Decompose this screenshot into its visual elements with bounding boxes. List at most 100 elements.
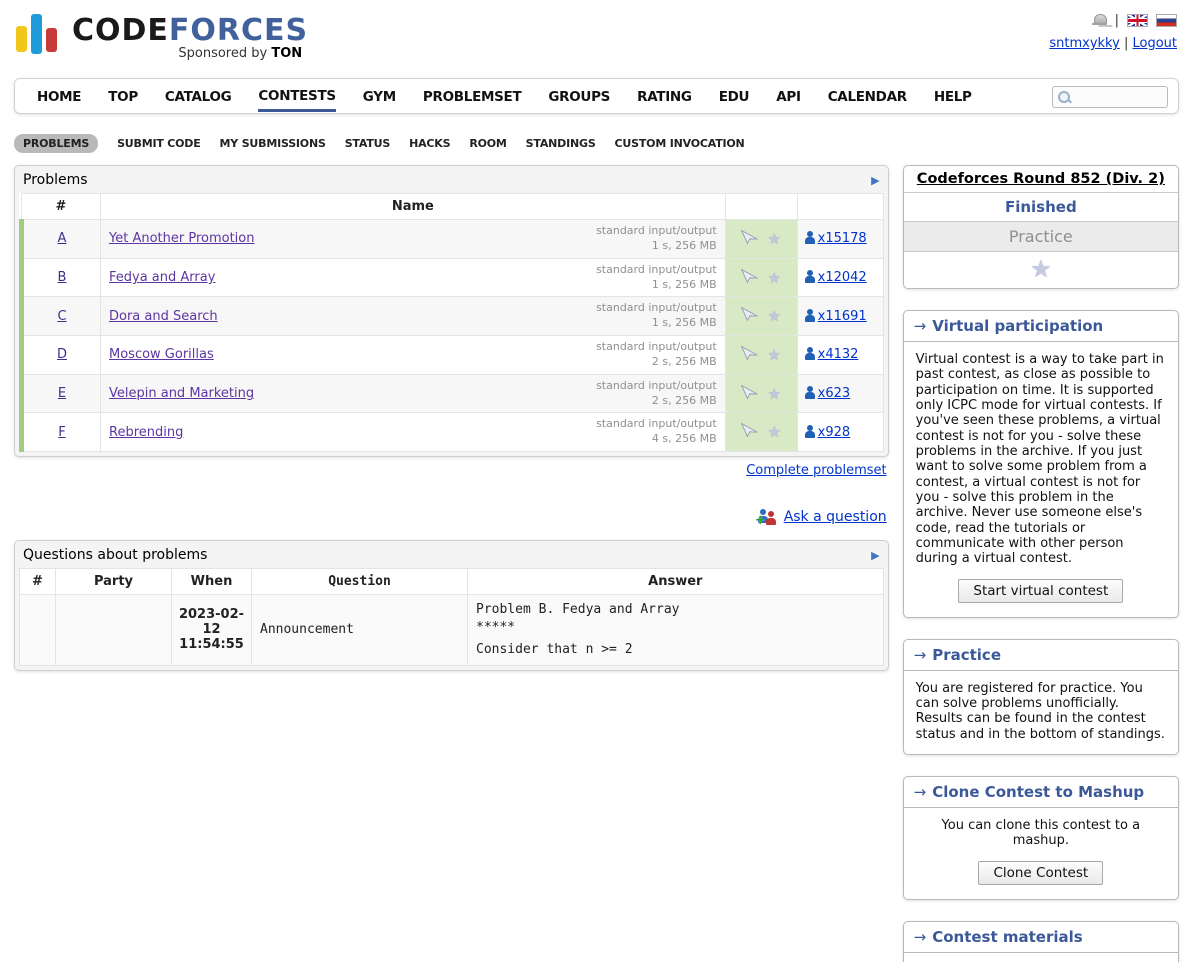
tab-submit-code[interactable]: SUBMIT CODE — [117, 137, 201, 150]
col-header-num: # — [19, 568, 56, 596]
questions-box: Questions about problems ▶ # Party When … — [14, 540, 889, 671]
page-header: CODEFORCES Sponsored by TON | sntmxykky … — [0, 0, 1193, 76]
codeforces-logo[interactable]: CODEFORCES Sponsored by TON — [14, 6, 308, 76]
problem-io-limits: standard input/output 2 s, 256 MB — [596, 378, 717, 407]
contest-info-box: Codeforces Round 852 (Div. 2) Finished P… — [902, 165, 1179, 289]
ask-question-icon: + — [755, 508, 778, 528]
favorite-star-icon[interactable]: ★ — [767, 345, 781, 364]
submit-plane-icon[interactable] — [741, 306, 758, 326]
start-virtual-contest-button[interactable]: Start virtual contest — [958, 578, 1124, 603]
solver-person-icon — [804, 231, 815, 245]
search-box[interactable] — [1052, 86, 1168, 108]
solved-count-link[interactable]: x623 — [804, 386, 850, 401]
tab-hacks[interactable]: HACKS — [409, 137, 451, 150]
problem-name-link[interactable]: Yet Another Promotion — [109, 231, 255, 247]
solved-count-link[interactable]: x4132 — [804, 347, 858, 362]
ask-a-question-link[interactable]: Ask a question — [783, 509, 887, 526]
col-header-num: # — [21, 193, 101, 220]
expand-arrow-icon[interactable]: ▶ — [871, 173, 880, 187]
col-header-icons — [724, 193, 798, 220]
search-input[interactable] — [1071, 88, 1161, 106]
problem-letter-link[interactable]: E — [57, 386, 67, 402]
question-text: Announcement — [251, 594, 468, 666]
solved-count-link[interactable]: x928 — [804, 424, 850, 440]
caption-arrow-icon: → — [913, 645, 927, 664]
submit-plane-icon[interactable] — [741, 345, 758, 365]
username-link[interactable]: sntmxykky — [1049, 36, 1120, 51]
problem-io-limits: standard input/output 1 s, 256 MB — [596, 301, 717, 330]
contest-status: Finished — [903, 193, 1178, 222]
flag-uk-icon[interactable] — [1127, 13, 1148, 27]
nav-item-contests[interactable]: CONTESTS — [258, 81, 336, 112]
tab-room[interactable]: ROOM — [469, 137, 507, 150]
problem-io-limits: standard input/output 2 s, 256 MB — [596, 340, 717, 368]
nav-item-gym[interactable]: GYM — [362, 89, 396, 105]
logout-link[interactable]: Logout — [1132, 36, 1177, 51]
col-header-solved — [796, 193, 884, 220]
nav-item-problemset[interactable]: PROBLEMSET — [422, 89, 522, 105]
question-num — [19, 594, 56, 666]
problem-name-link[interactable]: Dora and Search — [109, 308, 218, 324]
nav-item-rating[interactable]: RATING — [637, 89, 692, 105]
contest-materials-box: →Contest materials Announcement × Tutori… — [902, 920, 1179, 962]
tab-standings[interactable]: STANDINGS — [525, 137, 596, 150]
problem-letter-link[interactable]: C — [57, 308, 67, 324]
virtual-participation-text: Virtual contest is a way to take part in… — [915, 352, 1164, 567]
col-header-question: Question — [251, 568, 468, 596]
complete-problemset-link[interactable]: Complete problemset — [746, 463, 887, 479]
col-header-answer: Answer — [467, 568, 884, 596]
problem-letter-link[interactable]: F — [58, 424, 66, 440]
problem-name-link[interactable]: Fedya and Array — [109, 270, 216, 286]
favorite-star-icon[interactable]: ★ — [767, 423, 781, 442]
contest-title-link[interactable]: Codeforces Round 852 (Div. 2) — [916, 171, 1165, 187]
problem-io-limits: standard input/output 1 s, 256 MB — [596, 262, 717, 291]
submit-plane-icon[interactable] — [741, 384, 758, 404]
questions-table: # Party When Question Answer 2023-02-12 … — [19, 568, 884, 666]
practice-box: → Practice You are registered for practic… — [902, 638, 1179, 755]
submit-plane-icon[interactable] — [741, 229, 758, 249]
problem-name-link[interactable]: Moscow Gorillas — [109, 347, 214, 363]
nav-item-catalog[interactable]: CATALOG — [164, 89, 232, 105]
tab-my-submissions[interactable]: MY SUBMISSIONS — [219, 137, 326, 150]
problem-name-link[interactable]: Velepin and Marketing — [109, 386, 255, 402]
expand-arrow-icon[interactable]: ▶ — [871, 548, 880, 562]
submit-plane-icon[interactable] — [741, 268, 758, 288]
tab-problems[interactable]: PROBLEMS — [14, 134, 99, 153]
submit-plane-icon[interactable] — [741, 422, 758, 442]
problem-letter-link[interactable]: A — [57, 231, 67, 247]
nav-item-calendar[interactable]: CALENDAR — [827, 89, 907, 105]
table-row: F Rebrending standard input/output 4 s, 2… — [19, 412, 884, 453]
question-party — [55, 594, 172, 666]
problems-caption: Problems — [23, 172, 88, 188]
problem-letter-link[interactable]: B — [57, 270, 67, 286]
problem-io-limits: standard input/output 4 s, 256 MB — [596, 417, 717, 446]
contest-materials-title: Contest materials — [932, 927, 1083, 946]
nav-item-top[interactable]: TOP — [108, 89, 138, 105]
favorite-star-icon[interactable]: ★ — [767, 268, 781, 287]
col-header-name: Name — [100, 193, 726, 220]
problem-letter-link[interactable]: D — [56, 347, 67, 363]
col-header-when: When — [171, 568, 252, 596]
favorite-star-icon[interactable]: ★ — [767, 229, 781, 248]
solved-count-link[interactable]: x12042 — [804, 270, 867, 285]
nav-item-help[interactable]: HELP — [933, 89, 972, 105]
solver-person-icon — [804, 386, 815, 400]
nav-item-api[interactable]: API — [776, 89, 801, 105]
contest-favorite-star-icon[interactable]: ★ — [1030, 255, 1052, 283]
search-icon — [1057, 90, 1071, 104]
nav-item-groups[interactable]: GROUPS — [548, 89, 611, 105]
favorite-star-icon[interactable]: ★ — [767, 307, 781, 326]
flag-ru-icon[interactable] — [1156, 13, 1177, 27]
solved-count-link[interactable]: x11691 — [804, 308, 867, 324]
favorite-star-icon[interactable]: ★ — [767, 384, 781, 403]
logo-bars-icon — [14, 12, 62, 62]
problem-name-link[interactable]: Rebrending — [109, 424, 184, 440]
tab-custom-invocation[interactable]: CUSTOM INVOCATION — [614, 137, 745, 150]
problems-box: Problems ▶ # Name A Yet Another Promotio… — [14, 165, 889, 458]
bell-icon[interactable] — [1091, 13, 1107, 28]
nav-item-edu[interactable]: EDU — [718, 89, 750, 105]
tab-status[interactable]: STATUS — [344, 137, 391, 150]
clone-contest-button[interactable]: Clone Contest — [978, 860, 1104, 885]
solved-count-link[interactable]: x15178 — [804, 231, 867, 246]
nav-item-home[interactable]: HOME — [37, 89, 82, 105]
